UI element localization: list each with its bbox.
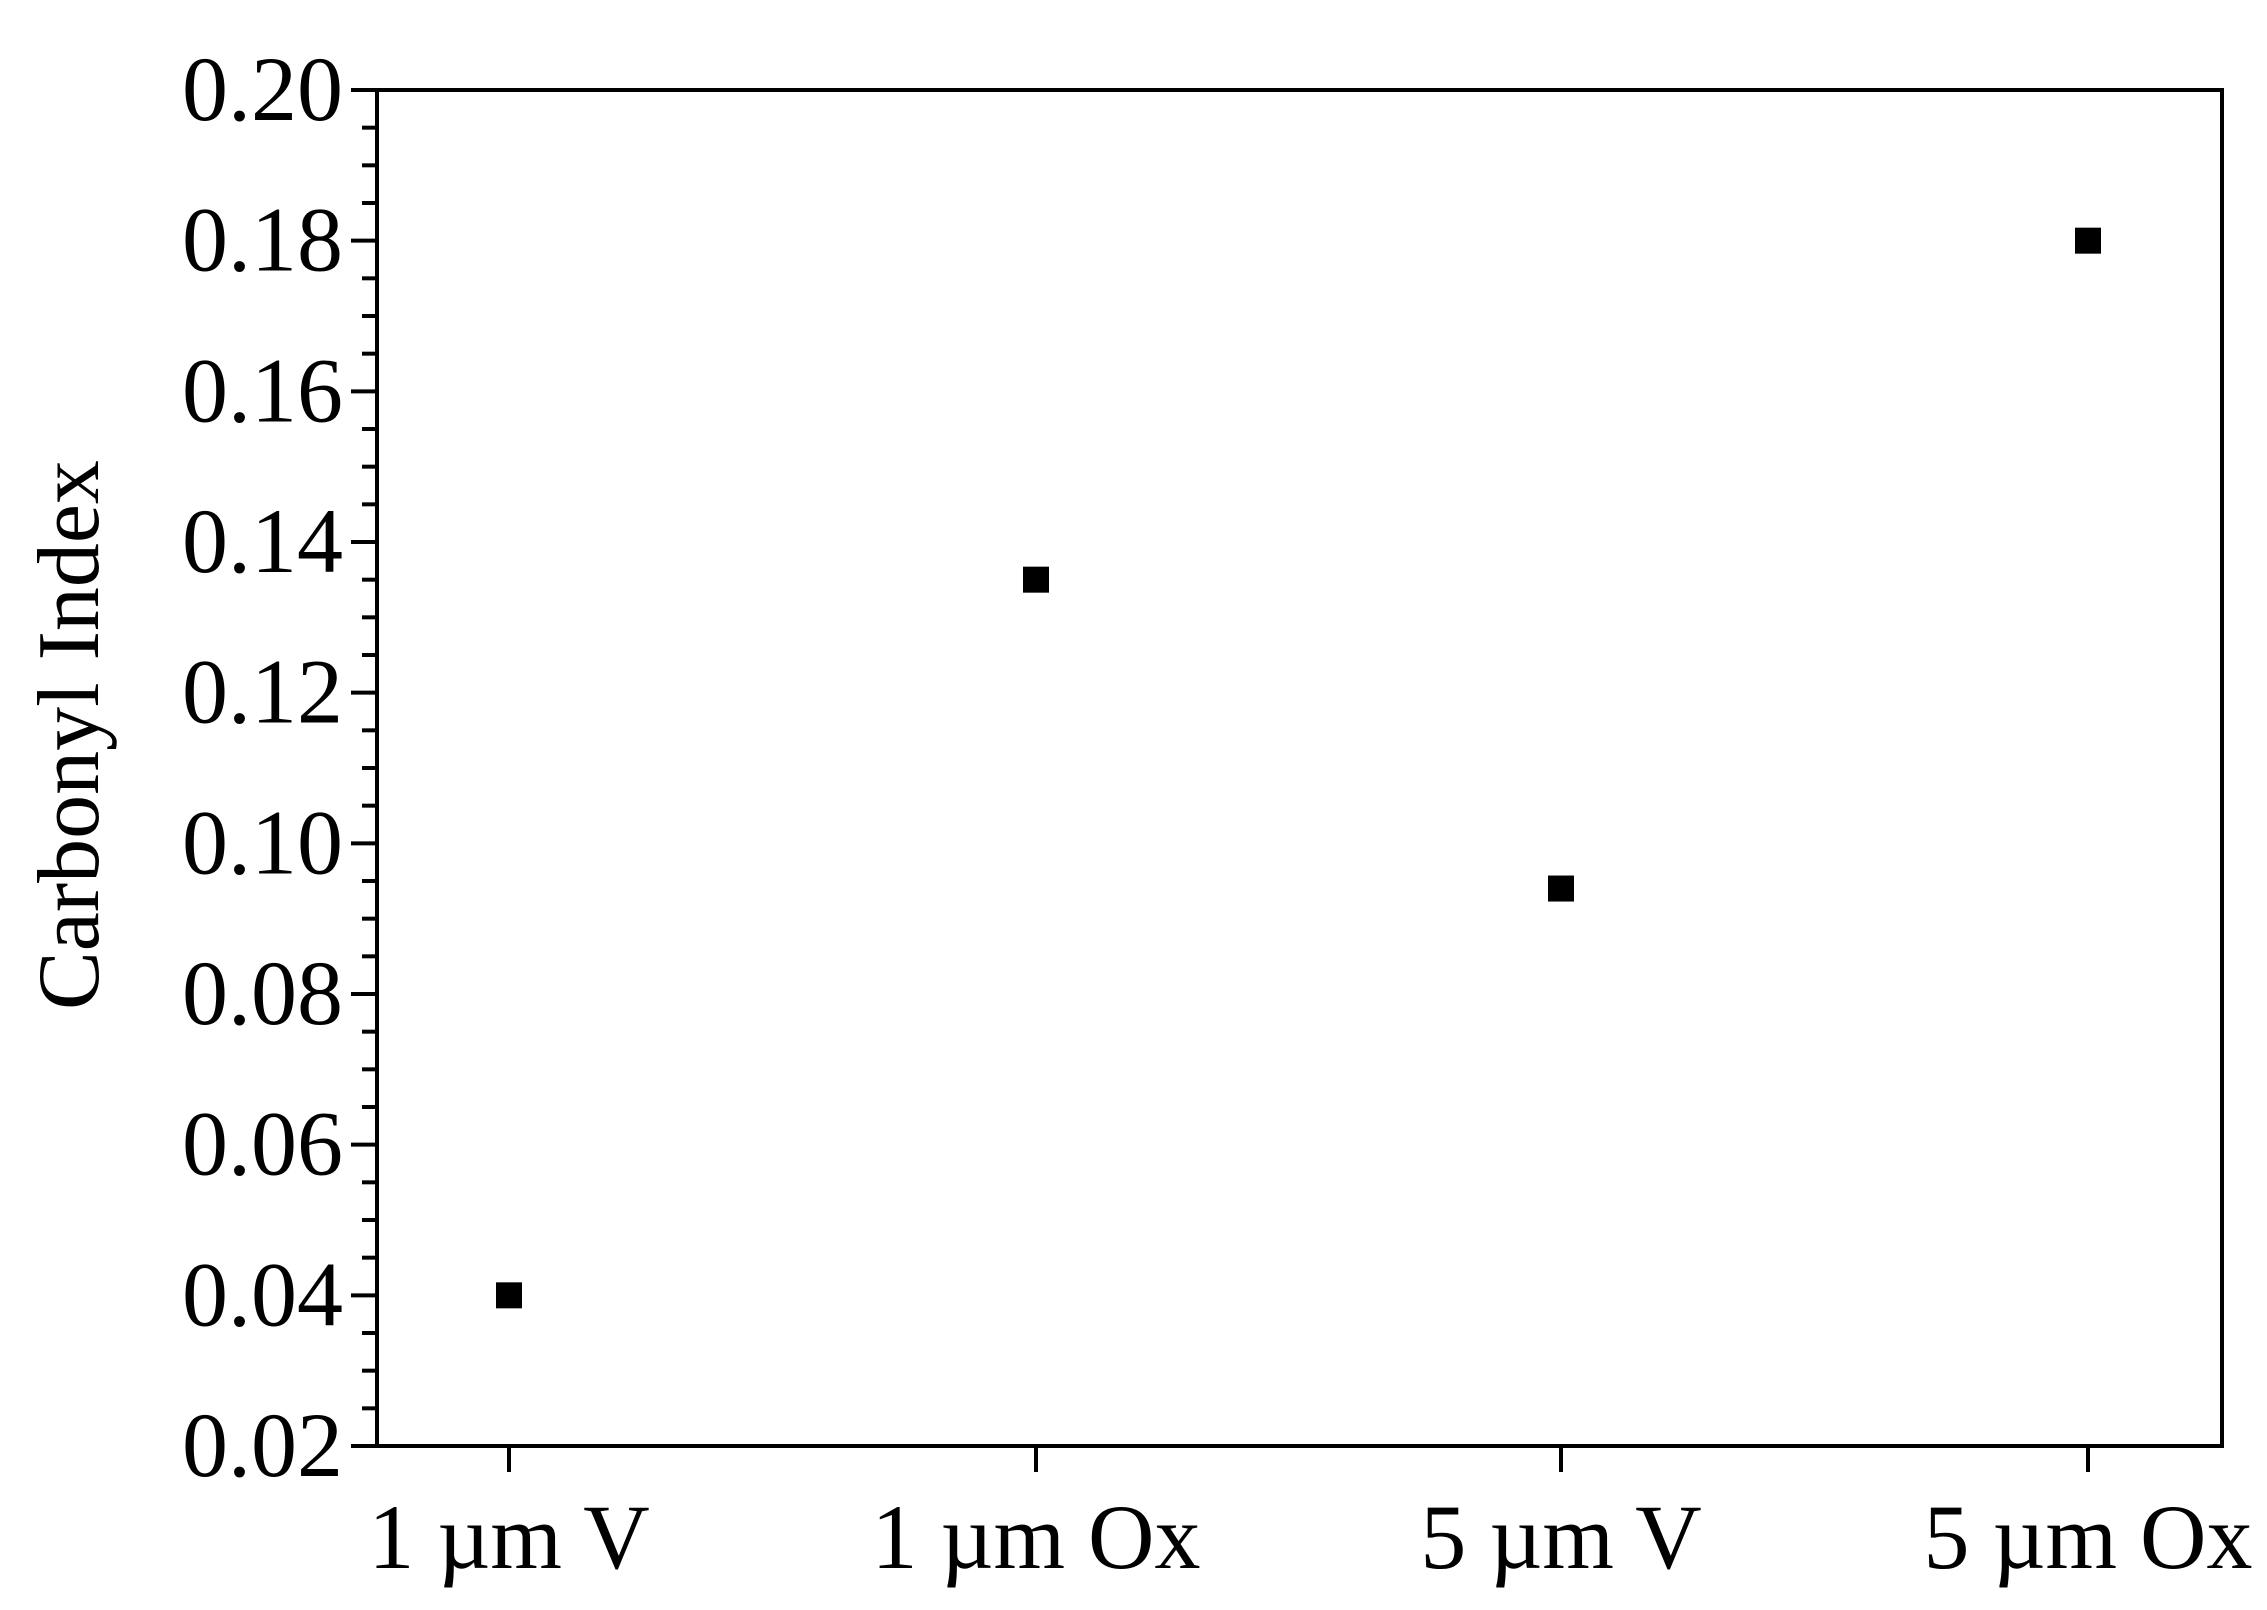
data-point: [1023, 566, 1049, 593]
x-tick-label: 1 µm Ox: [871, 1486, 1200, 1588]
y-tick-label: 0.14: [182, 490, 343, 592]
y-axis-label: Carbonyl Index: [21, 460, 118, 1010]
plot-frame-layer: [375, 88, 2224, 1448]
data-points: [496, 227, 2101, 1309]
y-tick-label: 0.02: [182, 1394, 343, 1496]
y-axis-ticks: 0.02 0.04 0.06 0.08 0.10 0.12 0.14 0.16 0.18 0.20: [182, 38, 377, 1496]
y-tick-label: 0.06: [182, 1093, 343, 1195]
y-tick-label: 0.12: [182, 641, 343, 743]
y-tick-label: 0.10: [182, 791, 343, 893]
data-point: [496, 1282, 522, 1309]
plot-frame: [375, 88, 2224, 1448]
data-point: [2075, 227, 2101, 254]
x-tick-label: 1 µm V: [368, 1486, 649, 1588]
y-tick-label: 0.18: [182, 189, 343, 291]
y-tick-label: 0.16: [182, 339, 343, 441]
x-tick-label: 5 µm V: [1420, 1486, 1701, 1588]
y-tick-label: 0.20: [182, 38, 343, 140]
data-point: [1548, 875, 1574, 902]
y-tick-label: 0.04: [182, 1243, 343, 1345]
y-tick-label: 0.08: [182, 942, 343, 1044]
x-axis-ticks: 1 µm V 1 µm Ox 5 µm V 5 µm Ox: [368, 1446, 2253, 1588]
x-tick-label: 5 µm Ox: [1923, 1486, 2252, 1588]
